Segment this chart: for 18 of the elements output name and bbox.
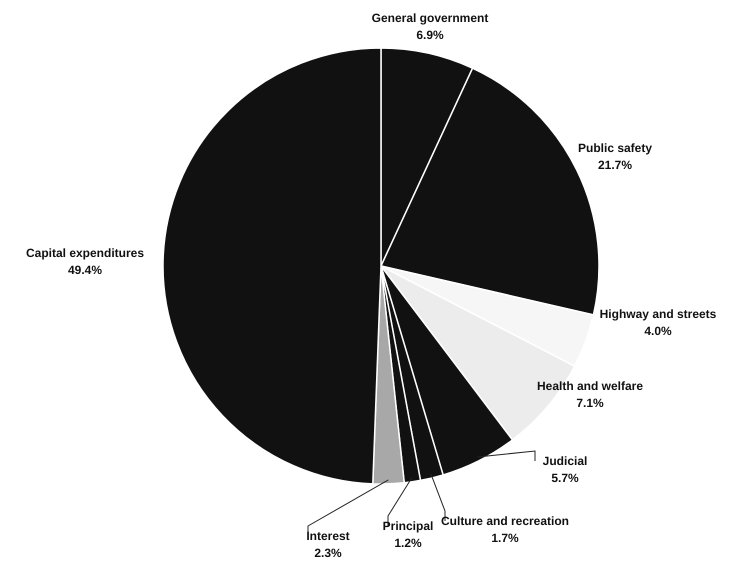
data-label: 1.7% bbox=[491, 531, 519, 545]
slice-label: Judicial bbox=[542, 454, 588, 468]
data-label: 7.1% bbox=[576, 396, 604, 410]
slice-label: Interest bbox=[306, 529, 350, 543]
slice-label: General government bbox=[372, 11, 488, 25]
slice-label: Capital expenditures bbox=[26, 246, 144, 260]
slice-label: Principal bbox=[382, 519, 434, 533]
slice-label: Culture and recreation bbox=[440, 514, 570, 528]
data-label: 49.4% bbox=[68, 263, 102, 277]
slice-label: Highway and streets bbox=[600, 307, 717, 321]
data-label: 5.7% bbox=[551, 471, 579, 485]
data-label: 21.7% bbox=[598, 158, 632, 172]
data-label: 6.9% bbox=[416, 28, 444, 42]
data-label: 4.0% bbox=[644, 324, 672, 338]
data-label: 1.2% bbox=[394, 536, 422, 550]
data-label: 2.3% bbox=[314, 546, 342, 560]
slice-label: Public safety bbox=[578, 141, 652, 155]
slice-label: Health and welfare bbox=[536, 379, 644, 393]
